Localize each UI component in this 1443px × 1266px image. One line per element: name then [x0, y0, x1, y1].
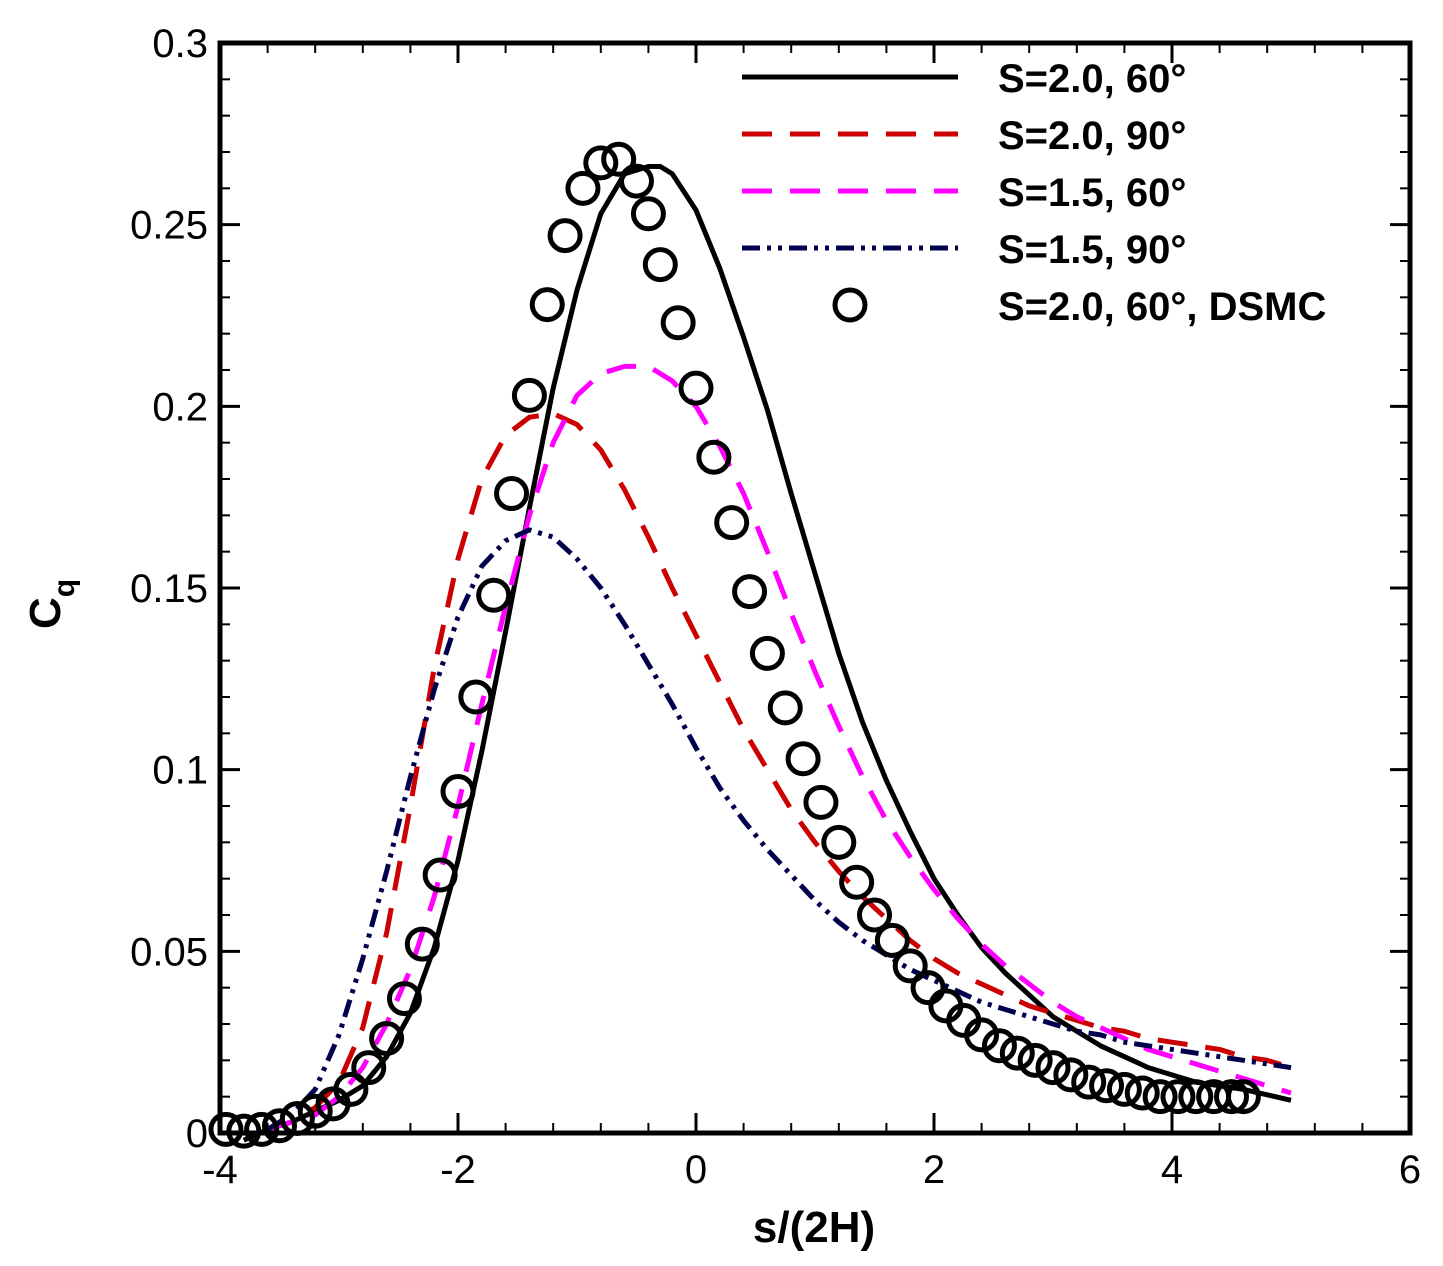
dsmc-marker [601, 141, 637, 177]
y-tick-label: 0.25 [130, 204, 208, 248]
dsmc-marker [1142, 1079, 1178, 1115]
series-line-1 [242, 164, 1292, 1143]
dsmc-marker [619, 163, 654, 199]
y-tick-label: 0.2 [152, 385, 208, 429]
dsmc-marker [749, 635, 785, 671]
dsmc-marker [565, 170, 601, 206]
plot-area [208, 40, 1413, 1149]
dsmc-marker [583, 145, 619, 181]
series-line-4 [266, 527, 1292, 1132]
tick-labels: -4 -2 0 2 4 6 0 0.05 0.1 0.15 0.2 0.25 0.3 [130, 22, 1421, 1192]
legend-label: S=1.5, 90° [998, 228, 1186, 272]
dsmc-marker [630, 196, 666, 232]
x-tick-label: -4 [202, 1148, 238, 1192]
dsmc-marker [678, 370, 714, 406]
dsmc-marker [547, 218, 583, 254]
y-axis-title-main: C [21, 597, 70, 629]
legend-label: S=2.0, 60° [998, 57, 1186, 101]
dsmc-marker [803, 784, 839, 820]
x-tick-label: 6 [1399, 1148, 1421, 1192]
ticks-layer [218, 41, 1412, 1135]
dsmc-marker [642, 247, 678, 283]
dsmc-marker [1089, 1068, 1125, 1104]
dsmc-marker [333, 1071, 369, 1107]
dsmc-marker [964, 1017, 1000, 1053]
series-line-3 [266, 363, 1292, 1132]
dsmc-marker [244, 1111, 280, 1147]
y-tick-label: 0.15 [130, 567, 208, 611]
legend-label: S=1.5, 60° [998, 171, 1186, 215]
plot-frame [217, 40, 1413, 1136]
dsmc-marker [369, 1021, 405, 1057]
dsmc-marker [1017, 1042, 1053, 1078]
dsmc-marker [732, 574, 768, 610]
dsmc-marker [1071, 1064, 1107, 1100]
dsmc-marker [696, 439, 732, 475]
series-layer [208, 141, 1292, 1149]
dsmc-marker [1106, 1071, 1142, 1107]
dsmc-marker [404, 926, 440, 962]
dsmc-marker [785, 741, 821, 777]
x-tick-label: 2 [923, 1148, 945, 1192]
dsmc-marker [874, 922, 910, 958]
dsmc-marker [529, 287, 565, 323]
dsmc-marker [660, 305, 696, 341]
dsmc-marker [351, 1050, 387, 1086]
dsmc-marker [1214, 1079, 1249, 1115]
x-tick-label: -2 [440, 1148, 476, 1192]
x-tick-label: 4 [1161, 1148, 1183, 1192]
legend-label: S=2.0, 60°, DSMC [998, 285, 1326, 329]
dsmc-marker [458, 679, 494, 715]
dsmc-marker [714, 505, 750, 541]
dsmc-marker [476, 577, 512, 613]
y-axis-title-subscript: q [48, 579, 81, 597]
series-line-2 [266, 411, 1292, 1132]
dsmc-marker [440, 773, 476, 809]
dsmc-marker [821, 824, 857, 860]
legend: S=2.0, 60° S=2.0, 90° S=1.5, 60° S=1.5, 90°… [742, 57, 1326, 329]
x-tick-label: 0 [685, 1148, 707, 1192]
dsmc-marker [767, 690, 803, 726]
legend-marker [832, 287, 868, 323]
dsmc-marker [892, 948, 928, 984]
dsmc-marker [1053, 1057, 1089, 1093]
legend-label: S=2.0, 90° [998, 114, 1186, 158]
svg-text:Cq: Cq [21, 579, 81, 629]
dsmc-marker [386, 981, 422, 1017]
y-axis-title: Cq [21, 579, 81, 629]
dsmc-marker [1035, 1050, 1071, 1086]
dsmc-marker [981, 1028, 1017, 1064]
dsmc-marker [1178, 1079, 1214, 1115]
dsmc-marker [1124, 1075, 1160, 1111]
x-axis-title: s/(2H) [753, 1203, 875, 1252]
dsmc-marker [999, 1035, 1035, 1071]
dsmc-marker [1225, 1079, 1261, 1115]
dsmc-marker [1160, 1079, 1196, 1115]
y-tick-label: 0 [186, 1112, 208, 1156]
y-tick-label: 0.05 [130, 930, 208, 974]
dsmc-marker [511, 377, 547, 413]
dsmc-marker [422, 857, 458, 893]
dsmc-marker [262, 1108, 297, 1144]
dsmc-marker [839, 864, 875, 900]
dsmc-marker [857, 897, 892, 933]
y-tick-label: 0.1 [152, 749, 208, 793]
dsmc-marker [208, 1111, 244, 1147]
dsmc-marker [494, 476, 530, 512]
y-tick-label: 0.3 [152, 22, 208, 66]
dsmc-marker [910, 970, 946, 1006]
